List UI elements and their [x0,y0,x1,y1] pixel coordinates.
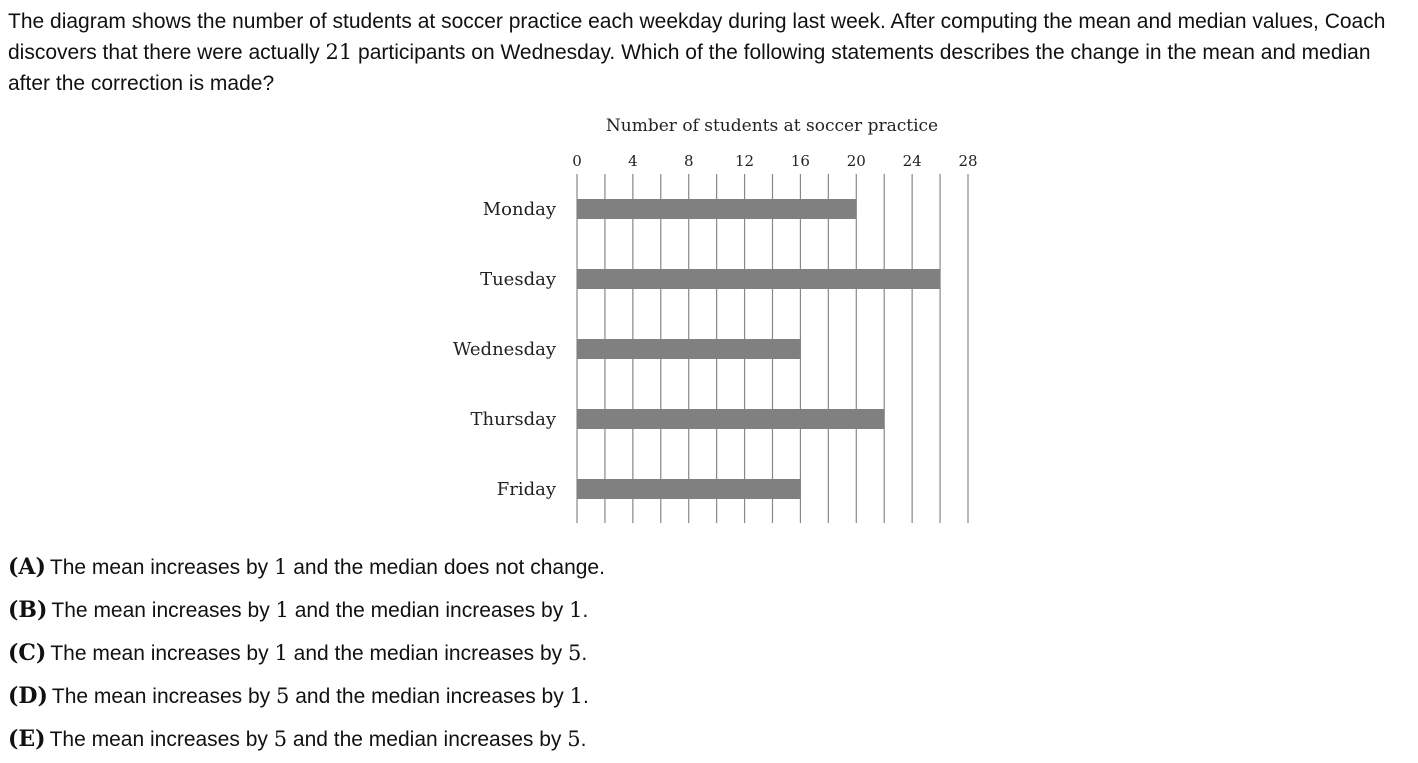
choice-value: 5 [276,684,290,708]
category-label-thursday: Thursday [471,409,557,430]
x-tick-label: 20 [847,152,866,170]
x-tick-label: 4 [628,152,638,170]
choice-text: . [582,599,589,622]
choice-text: and the median increases by [287,728,568,751]
chart-category-labels: Monday Tuesday Wednesday Thursday Friday [453,199,557,500]
choice-value: 1 [274,555,288,579]
bar-wednesday [577,339,801,359]
choice-text: The mean increases by [51,685,277,708]
category-label-wednesday: Wednesday [453,339,557,360]
x-tick-label: 8 [684,152,694,170]
choice-text: . [580,728,587,751]
choice-text: The mean increases by [49,728,274,751]
chart-tick-labels: 0 4 8 12 16 20 24 28 [572,152,977,170]
choice-text: and the median does not change. [287,556,605,579]
choice-text: and the median increases by [288,599,570,622]
choice-letter: (C) [8,640,47,666]
choice-c[interactable]: (C) The mean increases by 1 and the media… [8,634,605,677]
choice-text: The mean increases by [49,556,274,579]
chart-bars [577,199,941,499]
category-label-tuesday: Tuesday [480,269,557,290]
choice-value: 1 [274,641,288,665]
choice-b[interactable]: (B) The mean increases by 1 and the media… [8,591,605,634]
choice-text: . [582,685,589,708]
bar-thursday [577,409,885,429]
choice-a[interactable]: (A) The mean increases by 1 and the media… [8,548,605,591]
bar-tuesday [577,269,941,289]
choice-e[interactable]: (E) The mean increases by 5 and the media… [8,720,605,763]
question-text: The diagram shows the number of students… [8,6,1408,99]
choice-letter: (E) [8,726,46,752]
choice-text: . [581,642,588,665]
choice-text: The mean increases by [51,599,276,622]
chart-title: Number of students at soccer practice [606,116,938,136]
x-tick-label: 12 [735,152,754,170]
choice-value: 5 [567,641,582,665]
choice-letter: (A) [8,554,46,580]
x-tick-label: 24 [903,152,922,170]
question-text-part-1: The diagram shows the number of students… [8,10,1386,64]
choice-letter: (D) [8,683,48,709]
x-tick-label: 16 [791,152,810,170]
bar-monday [577,199,857,219]
bar-friday [577,479,801,499]
choice-text: and the median increases by [287,642,568,665]
choice-value: 1 [569,598,583,622]
choice-value: 5 [273,727,288,751]
category-label-monday: Monday [483,199,557,220]
x-tick-label: 28 [958,152,977,170]
answer-choices: (A) The mean increases by 1 and the media… [8,548,605,763]
choice-d[interactable]: (D) The mean increases by 5 and the media… [8,677,605,720]
choice-value: 1 [275,598,289,622]
category-label-friday: Friday [497,479,557,500]
choice-value: 5 [567,727,581,751]
question-highlight-value: 21 [325,40,353,64]
x-tick-label: 0 [572,152,582,170]
choice-text: and the median increases by [289,685,570,708]
choice-letter: (B) [8,597,48,623]
choice-text: The mean increases by [50,642,275,665]
question-text-part-2: participants on Wednesday. Which of the … [8,41,1371,95]
choice-value: 1 [569,684,583,708]
